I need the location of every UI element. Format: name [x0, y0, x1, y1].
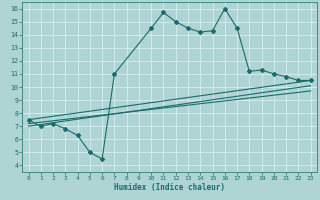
X-axis label: Humidex (Indice chaleur): Humidex (Indice chaleur) [114, 183, 225, 192]
